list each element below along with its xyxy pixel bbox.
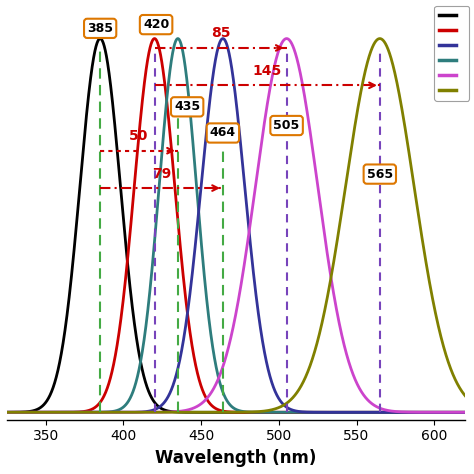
Text: 79: 79	[152, 166, 171, 181]
Text: 435: 435	[174, 100, 200, 113]
Text: 145: 145	[253, 64, 282, 78]
Text: 50: 50	[129, 129, 149, 143]
Text: 85: 85	[211, 27, 230, 40]
Text: 385: 385	[87, 22, 113, 35]
X-axis label: Wavelength (nm): Wavelength (nm)	[155, 449, 317, 467]
Text: 505: 505	[273, 119, 300, 132]
Text: 464: 464	[210, 127, 236, 139]
Legend: , , , , , : , , , , ,	[435, 6, 469, 100]
Text: 420: 420	[143, 18, 169, 31]
Text: 565: 565	[367, 168, 393, 181]
